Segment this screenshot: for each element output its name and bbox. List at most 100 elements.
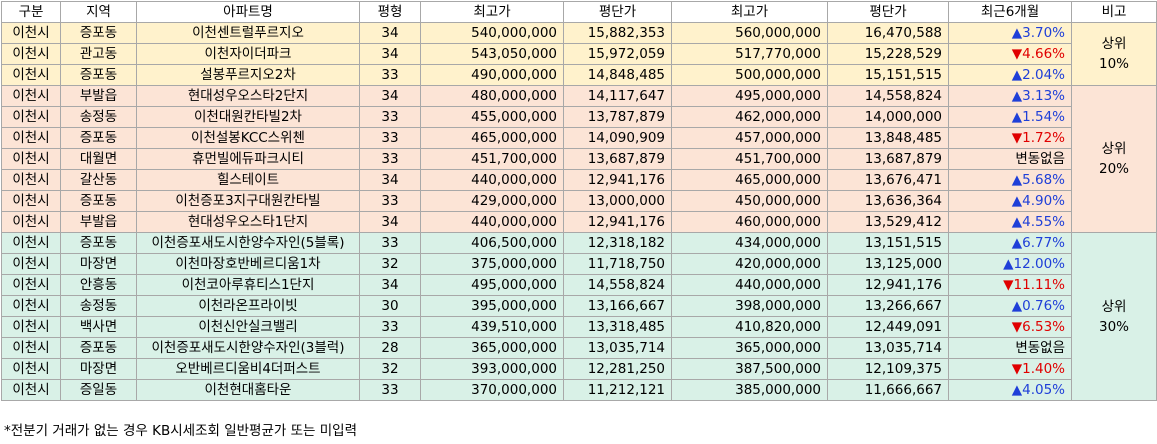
cell-max-price-1: 393,000,000	[420, 358, 564, 380]
cell-max-price-1: 490,000,000	[420, 64, 564, 86]
cell-max-price-1: 370,000,000	[420, 379, 564, 401]
cell-apartment-name: 이천신안실크밸리	[136, 316, 360, 338]
cell-unit-price-2: 15,228,529	[827, 43, 949, 65]
cell-recent-change: ▲2.04%	[948, 64, 1072, 86]
cell-recent-change: ▼4.66%	[948, 43, 1072, 65]
cell-unit-price-2: 13,636,364	[827, 190, 949, 212]
cell-recent-change: 변동없음	[948, 148, 1072, 170]
cell-apartment-name: 이천현대홈타운	[136, 379, 360, 401]
cell-size: 32	[359, 253, 421, 275]
cell-note-tier: 상위 10%	[1071, 22, 1157, 86]
cell-apartment-name: 현대성우오스타2단지	[136, 85, 360, 107]
header-unit-price-1: 평단가	[563, 1, 672, 23]
cell-area: 증포동	[60, 22, 137, 44]
table-row: 이천시 갈산동 힐스테이트 34 440,000,000 12,941,176 465,00…	[1, 169, 1157, 191]
tier-percent: 30%	[1098, 318, 1129, 335]
table-row: 이천시 증포동 설봉푸르지오2차 33 490,000,000 14,848,485 500…	[1, 64, 1157, 86]
table-row: 이천시 송정동 이천라온프라이빗 30 395,000,000 13,166,667 398…	[1, 295, 1157, 317]
table-row: 이천시 증포동 이천증포새도시한양수자인(5블록) 33 406,500,000 12,3…	[1, 232, 1157, 401]
cell-unit-price-1: 13,166,667	[563, 295, 672, 317]
cell-recent-change: ▲5.68%	[948, 169, 1072, 191]
cell-division: 이천시	[1, 190, 61, 212]
cell-area: 부발읍	[60, 211, 137, 233]
header-max-price-2: 최고가	[671, 1, 828, 23]
cell-division: 이천시	[1, 43, 61, 65]
cell-recent-change: ▲12.00%	[948, 253, 1072, 275]
cell-division: 이천시	[1, 64, 61, 86]
cell-recent-change: ▲3.13%	[948, 85, 1072, 107]
table-row: 이천시 마장면 오반베르디움비4더퍼스트 32 393,000,000 12,281,25…	[1, 358, 1157, 380]
cell-max-price-1: 540,000,000	[420, 22, 564, 44]
tier-label: 상위	[1101, 298, 1127, 315]
cell-unit-price-1: 12,281,250	[563, 358, 672, 380]
cell-size: 33	[359, 127, 421, 149]
cell-recent-change: ▲4.55%	[948, 211, 1072, 233]
cell-size: 34	[359, 169, 421, 191]
cell-max-price-2: 398,000,000	[671, 295, 828, 317]
cell-size: 34	[359, 274, 421, 296]
cell-area: 마장면	[60, 253, 137, 275]
cell-unit-price-2: 14,558,824	[827, 85, 949, 107]
cell-max-price-2: 460,000,000	[671, 211, 828, 233]
cell-apartment-name: 이천센트럴푸르지오	[136, 22, 360, 44]
cell-max-price-2: 387,500,000	[671, 358, 828, 380]
cell-max-price-2: 495,000,000	[671, 85, 828, 107]
cell-unit-price-2: 13,848,485	[827, 127, 949, 149]
cell-max-price-1: 543,050,000	[420, 43, 564, 65]
cell-apartment-name: 이천증포새도시한양수자인(5블록)	[136, 232, 360, 254]
cell-division: 이천시	[1, 295, 61, 317]
cell-area: 증포동	[60, 127, 137, 149]
cell-unit-price-2: 12,941,176	[827, 274, 949, 296]
cell-recent-change: 변동없음	[948, 337, 1072, 359]
table-row: 이천시 관고동 이천자이더파크 34 543,050,000 15,972,059 517,…	[1, 43, 1157, 65]
cell-division: 이천시	[1, 379, 61, 401]
cell-max-price-1: 495,000,000	[420, 274, 564, 296]
cell-size: 30	[359, 295, 421, 317]
cell-recent-change: ▼6.53%	[948, 316, 1072, 338]
cell-unit-price-2: 13,529,412	[827, 211, 949, 233]
cell-area: 관고동	[60, 43, 137, 65]
header-recent-6-months: 최근6개월	[948, 1, 1072, 23]
cell-max-price-2: 465,000,000	[671, 169, 828, 191]
cell-max-price-1: 440,000,000	[420, 211, 564, 233]
cell-recent-change: ▼1.72%	[948, 127, 1072, 149]
tier-percent: 10%	[1098, 56, 1129, 72]
cell-division: 이천시	[1, 316, 61, 338]
cell-size: 34	[359, 43, 421, 65]
cell-size: 34	[359, 85, 421, 107]
cell-unit-price-1: 13,318,485	[563, 316, 672, 338]
cell-area: 송정동	[60, 106, 137, 128]
cell-apartment-name: 오반베르디움비4더퍼스트	[136, 358, 360, 380]
cell-note-tier: 상위 30%	[1071, 232, 1157, 401]
tier-label: 상위	[1101, 141, 1127, 157]
table-row: 이천시 송정동 이천대원칸타빌2차 33 455,000,000 13,787,879 46…	[1, 106, 1157, 128]
cell-unit-price-1: 12,318,182	[563, 232, 672, 254]
cell-division: 이천시	[1, 169, 61, 191]
cell-area: 증일동	[60, 379, 137, 401]
cell-division: 이천시	[1, 106, 61, 128]
header-area: 지역	[60, 1, 137, 23]
cell-apartment-name: 이천설봉KCC스위첸	[136, 127, 360, 149]
cell-unit-price-2: 14,000,000	[827, 106, 949, 128]
cell-unit-price-2: 13,125,000	[827, 253, 949, 275]
table-row: 이천시 증포동 이천센트럴푸르지오 34 540,000,000 15,882,353 56…	[1, 22, 1157, 86]
cell-max-price-1: 395,000,000	[420, 295, 564, 317]
cell-max-price-2: 560,000,000	[671, 22, 828, 44]
cell-note-tier: 상위 20%	[1071, 85, 1157, 233]
cell-recent-change: ▲4.05%	[948, 379, 1072, 401]
table-row: 이천시 대월면 휴먼빌에듀파크시티 33 451,700,000 13,687,879 45…	[1, 148, 1157, 170]
cell-max-price-2: 500,000,000	[671, 64, 828, 86]
cell-max-price-2: 440,000,000	[671, 274, 828, 296]
cell-apartment-name: 이천증포3지구대원칸타빌	[136, 190, 360, 212]
cell-division: 이천시	[1, 253, 61, 275]
cell-area: 증포동	[60, 64, 137, 86]
table-row: 이천시 증포동 이천증포3지구대원칸타빌 33 429,000,000 13,000,00…	[1, 190, 1157, 212]
cell-unit-price-2: 13,035,714	[827, 337, 949, 359]
cell-unit-price-2: 15,151,515	[827, 64, 949, 86]
cell-max-price-1: 451,700,000	[420, 148, 564, 170]
header-row: 구분 지역 아파트명 평형 최고가 평단가 최고가 평단가 최근6개월 비고	[1, 1, 1157, 23]
cell-recent-change: ▲0.76%	[948, 295, 1072, 317]
cell-max-price-2: 410,820,000	[671, 316, 828, 338]
cell-area: 증포동	[60, 190, 137, 212]
